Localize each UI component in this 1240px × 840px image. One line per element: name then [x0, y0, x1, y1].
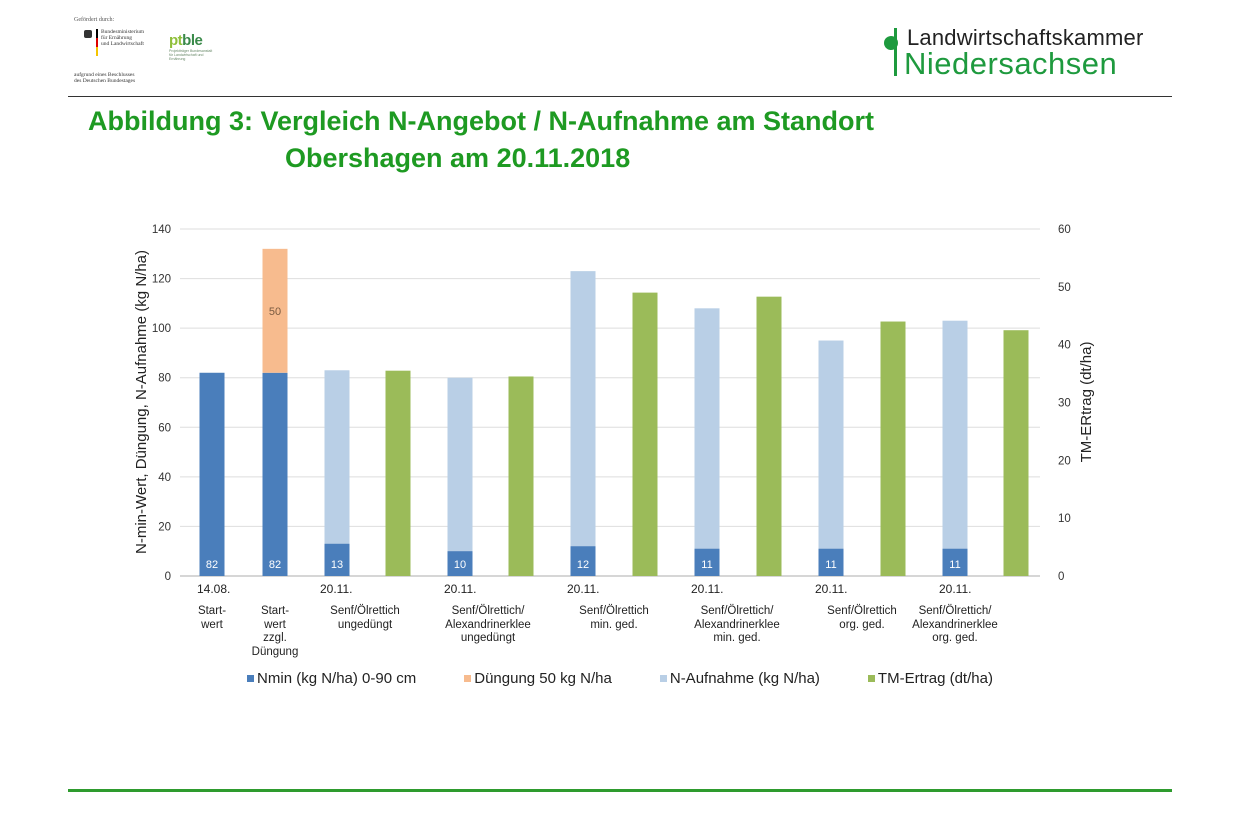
- bar-n-aufnahme: [447, 377, 473, 576]
- lwk-logo-dot-icon: [884, 36, 898, 50]
- legend-item-nmin: Nmin (kg N/ha) 0-90 cm: [247, 670, 416, 687]
- federal-eagle-icon: [84, 30, 92, 38]
- legend-swatch-nmin: [247, 675, 255, 682]
- lwk-logo: Landwirtschaftskammer Niedersachsen: [884, 25, 1184, 85]
- x-category-label: Senf/Ölrettich/Alexandrinerklee min. ged.: [694, 605, 780, 644]
- data-label-nmin: 11: [825, 559, 836, 571]
- bar-tm-ertrag: [756, 296, 782, 576]
- figure-title-line1: Abbildung 3: Vergleich N-Angebot / N-Auf…: [88, 106, 875, 136]
- x-category-date: 20.11.: [567, 582, 600, 596]
- ministry-name: Bundesministerium für Ernährung und Land…: [101, 29, 145, 47]
- ptble-wordmark: ptble: [169, 32, 203, 49]
- axes: 0 20 40 60 80 100 120 140 0 10 20 30 40 50 60: [152, 224, 1071, 583]
- data-label-nmin: 11: [949, 559, 960, 571]
- data-label-duengung: 50: [269, 306, 281, 318]
- x-category-label: Senf/Ölrettich/Alexandrinerklee ungedüngt: [445, 605, 531, 644]
- bar-nmin: [447, 551, 473, 576]
- legend: Nmin (kg N/ha) 0-90 cm Düngung 50 kg N/h…: [0, 670, 1240, 687]
- bar-tm-ertrag: [385, 370, 411, 576]
- x-category-label: Senf/Ölrettich org. ged.: [827, 605, 897, 631]
- y2-tick-label: 10: [1058, 513, 1071, 525]
- bar-tm-ertrag: [508, 376, 534, 576]
- gridlines: [180, 228, 1040, 577]
- legend-swatch-naufnahme: [659, 675, 667, 682]
- data-label-nmin: 12: [577, 559, 589, 571]
- bar-n-aufnahme: [818, 340, 844, 576]
- y-tick-label: 120: [152, 274, 171, 286]
- org-name-line1: Landwirtschaftskammer: [907, 25, 1144, 50]
- legend-swatch-duengung: [464, 675, 472, 682]
- x-category-label: Start-wert zzgl. Düngung: [251, 605, 299, 658]
- figure-title-line2: Obershagen am 20.11.2018: [285, 143, 631, 173]
- bar-nmin: [570, 546, 596, 576]
- y-tick-label: 140: [152, 224, 171, 236]
- data-label-nmin: 82: [269, 559, 281, 571]
- y2-tick-label: 0: [1058, 571, 1064, 583]
- bar-n-aufnahme: [570, 271, 596, 576]
- funder-note: aufgrund eines Beschlusses des Deutschen…: [74, 72, 136, 84]
- ptble-logo: ptble Projektträger Bundesanstalt für La…: [169, 32, 214, 61]
- x-category-date: 20.11.: [815, 582, 848, 596]
- footer-divider: [68, 789, 1172, 792]
- bar-nmin: [942, 548, 968, 576]
- org-name-line2: Niedersachsen: [904, 46, 1118, 81]
- y2-tick-label: 50: [1058, 282, 1071, 294]
- y-tick-label: 0: [165, 571, 171, 583]
- y-tick-label: 40: [158, 472, 171, 484]
- data-label-nmin: 82: [206, 559, 218, 571]
- y-tick-label: 60: [158, 422, 171, 434]
- bar-nmin: [324, 543, 350, 576]
- bar-tm-ertrag: [632, 292, 658, 576]
- bar-nmin: [262, 372, 288, 576]
- x-category-label: Senf/Ölrettich min. ged.: [579, 605, 649, 631]
- german-flag-icon: [96, 29, 98, 56]
- y2-tick-label: 40: [1058, 340, 1071, 352]
- legend-item-naufnahme: N-Aufnahme (kg N/ha): [659, 670, 820, 687]
- y2-axis-label: TM-ERtrag (dt/ha): [1078, 342, 1095, 463]
- bar-n-aufnahme: [942, 320, 968, 576]
- y-tick-label: 100: [152, 323, 171, 335]
- x-category-date: 20.11.: [939, 582, 972, 596]
- bar-n-aufnahme: [324, 370, 350, 576]
- y2-tick-label: 60: [1058, 224, 1071, 236]
- bar-nmin: [199, 372, 225, 576]
- y-tick-label: 80: [158, 373, 171, 385]
- funder-logo: Gefördert durch: Bundesministerium für E…: [74, 17, 234, 87]
- header-divider: [68, 96, 1172, 97]
- bar-tm-ertrag: [880, 321, 906, 576]
- x-category-label: Senf/Ölrettich/Alexandrinerklee org. ged.: [912, 605, 998, 644]
- x-category-date: 20.11.: [320, 582, 353, 596]
- legend-swatch-tm: [867, 675, 875, 682]
- bar-n-aufnahme: [694, 308, 720, 576]
- data-label-nmin: 10: [454, 559, 466, 571]
- ptble-subtitle: Projektträger Bundesanstalt für Landwirt…: [169, 49, 213, 61]
- y-tick-label: 20: [158, 521, 171, 533]
- bar-nmin: [818, 548, 844, 576]
- y-axis-label: N-min-Wert, Düngung, N-Aufnahme (kg N/ha…: [133, 250, 150, 554]
- bar-tm-ertrag: [1003, 330, 1029, 576]
- y2-tick-label: 30: [1058, 398, 1071, 410]
- data-label-nmin: 11: [701, 559, 712, 571]
- x-category-date: 20.11.: [691, 582, 724, 596]
- funder-label: Gefördert durch:: [74, 17, 115, 23]
- bar-duengung: [262, 248, 288, 373]
- bars: 82 50 82 13 10 12 11 11 11: [199, 248, 1029, 576]
- data-label-nmin: 13: [331, 559, 343, 571]
- x-category-date: 14.08.: [197, 582, 231, 596]
- x-category-label: Start-wert: [197, 605, 227, 631]
- legend-item-duengung: Düngung 50 kg N/ha: [464, 670, 612, 687]
- y2-tick-label: 20: [1058, 455, 1071, 467]
- bar-nmin: [694, 548, 720, 576]
- lwk-logo-stem-icon: [894, 28, 897, 76]
- x-category-label: Senf/Ölrettich ungedüngt: [330, 605, 400, 631]
- legend-item-tm: TM-Ertrag (dt/ha): [867, 670, 993, 687]
- x-category-date: 20.11.: [444, 582, 477, 596]
